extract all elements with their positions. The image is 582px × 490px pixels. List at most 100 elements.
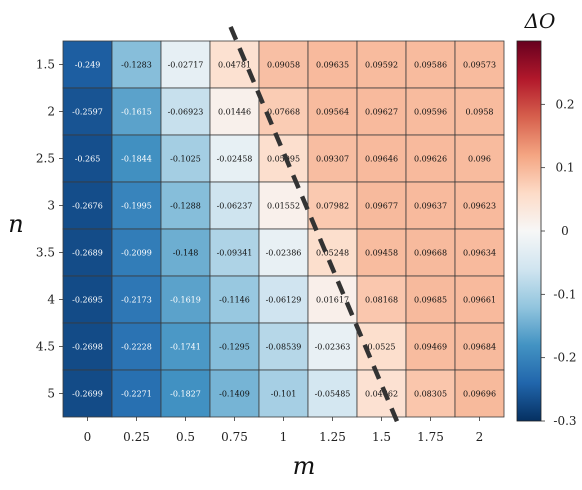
x-tick-label: 0.5 (176, 430, 195, 444)
x-axis-title: m (293, 452, 316, 480)
heatmap-cell (356, 181, 407, 230)
cell-value-label: -0.1409 (219, 390, 250, 399)
heatmap-cell (209, 228, 260, 277)
cell-value-label: 0.09596 (414, 108, 447, 117)
cell-value-label: -0.09341 (217, 249, 253, 258)
colorbar-tick-label: 0 (561, 224, 569, 238)
x-tick-label: 1 (280, 430, 288, 444)
heatmap-cell (160, 134, 211, 183)
cell-value-label: -0.2271 (121, 390, 152, 399)
heatmap-cell (209, 322, 260, 371)
heatmap-cell (160, 369, 211, 418)
heatmap-cell (356, 134, 407, 183)
heatmap-cell (405, 275, 456, 324)
cell-value-label: -0.2228 (121, 343, 152, 352)
cell-value-label: 0.09573 (463, 61, 496, 70)
cell-value-label: -0.148 (173, 249, 199, 258)
heatmap-cell (454, 134, 505, 183)
y-axis-title: n (8, 210, 23, 238)
cell-value-label: -0.05485 (315, 390, 351, 399)
cell-value-label: 0.05095 (267, 155, 300, 164)
x-tick-label: 1.5 (372, 430, 391, 444)
heatmap-cell (356, 87, 407, 136)
cell-value-label: -0.1619 (170, 296, 201, 305)
cell-value-label: 0.09058 (267, 61, 300, 70)
heatmap-cell (160, 181, 211, 230)
heatmap-cell (405, 369, 456, 418)
cell-value-label: 0.07668 (267, 108, 300, 117)
x-tick-label: 0 (84, 430, 92, 444)
cell-value-label: -0.02717 (168, 61, 204, 70)
colorbar-tick-label: -0.1 (553, 287, 576, 301)
heatmap-cell (111, 181, 162, 230)
cell-value-label: -0.2689 (72, 249, 103, 258)
heatmap-cell (307, 322, 358, 371)
cell-value-label: 0.0958 (466, 108, 494, 117)
colorbar-tick-label: -0.2 (553, 351, 576, 365)
cell-value-label: 0.09623 (463, 202, 496, 211)
y-tick-label: 4.5 (36, 340, 55, 354)
cell-value-label: -0.2099 (121, 249, 152, 258)
cell-value-label: -0.1288 (170, 202, 201, 211)
cell-value-label: -0.1827 (170, 390, 201, 399)
heatmap-cell (62, 87, 113, 136)
cell-value-label: 0.08305 (414, 390, 447, 399)
colorbar-gradient (516, 40, 542, 422)
heatmap-cell (454, 87, 505, 136)
y-tick-label: 4 (47, 293, 55, 307)
heatmap-cell (405, 134, 456, 183)
heatmap-cell (454, 181, 505, 230)
heatmap-cell (62, 322, 113, 371)
x-tick-label: 0.25 (123, 430, 150, 444)
heatmap-cell (62, 134, 113, 183)
cell-value-label: -0.1741 (170, 343, 201, 352)
heatmap-cell (160, 40, 211, 89)
heatmap-cell (111, 40, 162, 89)
cell-value-label: 0.04781 (218, 61, 251, 70)
colorbar-tick-label: 0.2 (555, 97, 574, 111)
cell-value-label: -0.1295 (219, 343, 250, 352)
cell-value-label: 0.09564 (316, 108, 349, 117)
heatmap-cell (307, 40, 358, 89)
colorbar-tick-label: -0.3 (553, 414, 576, 428)
cell-value-label: 0.07982 (316, 202, 349, 211)
colorbar-tick-label: 0.1 (555, 161, 574, 175)
cell-value-label: -0.249 (75, 61, 101, 70)
y-axis-ticks: 1.5 2 2.5 3 3.5 4 4.5 5 (36, 58, 63, 401)
cell-value-label: -0.1615 (121, 108, 152, 117)
heatmap-cell (111, 369, 162, 418)
cell-value-label: -0.2173 (121, 296, 152, 305)
colorbar-ticks: -0.3 -0.2 -0.1 0 0.1 0.2 (541, 97, 577, 428)
cell-value-label: 0.0525 (368, 343, 396, 352)
cell-value-label: 0.01552 (267, 202, 300, 211)
heatmap-cell (356, 275, 407, 324)
x-axis-ticks: 0 0.25 0.5 0.75 1 1.25 1.5 1.75 2 (84, 417, 483, 444)
cell-value-label: 0.09677 (365, 202, 398, 211)
cell-value-label: 0.04662 (365, 390, 398, 399)
y-tick-label: 2.5 (36, 152, 55, 166)
heatmap-cell (405, 322, 456, 371)
heatmap-cell (405, 40, 456, 89)
cell-value-label: 0.09307 (316, 155, 349, 164)
cell-value-label: -0.02458 (217, 155, 253, 164)
y-tick-label: 2 (47, 105, 55, 119)
x-tick-label: 0.75 (221, 430, 248, 444)
cell-value-label: -0.1025 (170, 155, 201, 164)
cell-value-label: 0.09696 (463, 390, 496, 399)
cell-value-label: -0.1146 (219, 296, 250, 305)
cell-value-label: -0.2676 (72, 202, 103, 211)
cell-value-label: -0.06923 (168, 108, 204, 117)
heatmap-cell (356, 369, 407, 418)
cell-value-label: -0.02363 (315, 343, 351, 352)
cell-value-label: 0.09634 (463, 249, 496, 258)
boundary-line-group (228, 26, 402, 428)
heatmap-cells: -0.249 -0.1283 -0.02717 0.04781 0.09058 0.096… (62, 40, 505, 418)
cell-value-label: -0.08539 (266, 343, 302, 352)
heatmap-cell (258, 134, 309, 183)
cell-value-label: -0.02386 (266, 249, 302, 258)
heatmap-cell (160, 87, 211, 136)
cell-value-label: -0.1844 (121, 155, 152, 164)
cell-value-label: -0.2597 (72, 108, 103, 117)
boundary-dashed-line (228, 26, 402, 428)
